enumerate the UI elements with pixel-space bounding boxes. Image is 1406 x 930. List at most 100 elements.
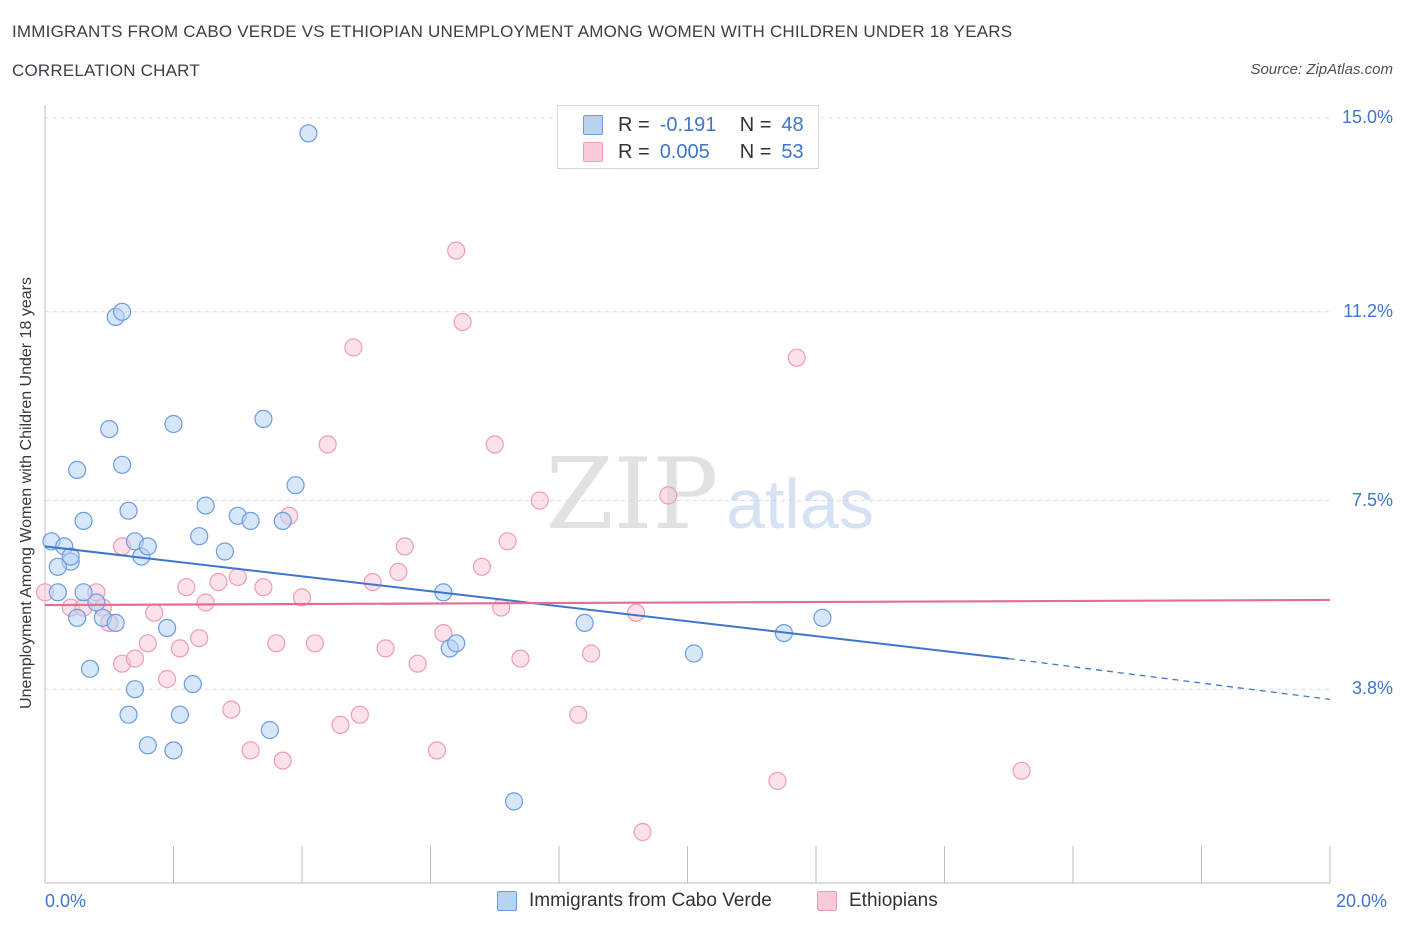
trend-line-cabo-verde-extension <box>1008 657 1331 701</box>
point-cabo-verde <box>575 613 594 633</box>
watermark-atlas: atlas <box>726 465 874 543</box>
point-ethiopians <box>485 435 504 454</box>
point-cabo-verde <box>196 496 215 515</box>
point-cabo-verde <box>260 720 279 740</box>
legend-label: Immigrants from Cabo Verde <box>529 890 772 911</box>
point-ethiopians <box>138 634 157 653</box>
point-ethiopians <box>254 578 273 597</box>
series-cabo-verde <box>42 124 832 811</box>
watermark: ZIP atlas <box>546 438 874 552</box>
x-tick-label-min: 0.0% <box>45 891 87 911</box>
y-tick-label: 11.2% <box>1343 300 1393 321</box>
point-ethiopians <box>492 598 511 617</box>
point-cabo-verde <box>190 527 209 546</box>
legend-swatch-blue <box>497 891 517 911</box>
axes <box>44 105 1331 884</box>
point-cabo-verde <box>813 608 832 627</box>
point-cabo-verde <box>74 511 93 531</box>
point-ethiopians <box>292 588 312 607</box>
point-ethiopians <box>222 700 241 719</box>
point-ethiopians <box>196 593 215 612</box>
point-cabo-verde <box>119 501 138 520</box>
legend-item-ethiopians: Ethiopians <box>817 890 938 912</box>
point-ethiopians <box>389 562 408 582</box>
point-cabo-verde <box>170 705 190 724</box>
point-ethiopians <box>582 644 601 663</box>
point-ethiopians <box>376 639 395 658</box>
legend-swatch-pink <box>817 891 837 911</box>
point-ethiopians <box>170 639 190 658</box>
point-ethiopians <box>273 751 292 770</box>
point-ethiopians <box>453 312 472 332</box>
point-cabo-verde <box>119 705 138 724</box>
point-cabo-verde <box>112 455 132 474</box>
trend-line-ethiopians <box>44 598 1331 607</box>
point-cabo-verde <box>215 542 234 561</box>
point-ethiopians <box>408 654 427 673</box>
point-ethiopians <box>659 486 678 505</box>
source-label: Source: ZipAtlas.com <box>1250 61 1393 78</box>
y-tick-label: 7.5% <box>1351 489 1393 510</box>
point-ethiopians <box>530 491 549 510</box>
point-cabo-verde <box>164 741 183 760</box>
point-ethiopians <box>363 572 382 592</box>
point-ethiopians <box>472 557 491 576</box>
point-ethiopians <box>498 532 517 551</box>
point-ethiopians <box>241 741 260 760</box>
point-cabo-verde <box>504 792 524 811</box>
point-ethiopians <box>569 705 588 724</box>
point-ethiopians <box>511 649 530 668</box>
point-ethiopians <box>350 705 369 724</box>
y-tick-label: 3.8% <box>1351 678 1393 699</box>
point-ethiopians <box>626 603 646 622</box>
point-cabo-verde <box>241 511 260 531</box>
x-tick-label-max: 20.0% <box>1336 891 1388 911</box>
point-cabo-verde <box>447 634 466 653</box>
chart-title: IMMIGRANTS FROM CABO VERDE VS ETHIOPIAN … <box>12 22 1013 41</box>
point-cabo-verde <box>68 460 87 479</box>
stats-row-cabo-verde: R = -0.191 N = 48 <box>583 112 804 138</box>
point-ethiopians <box>209 572 228 592</box>
point-cabo-verde <box>138 537 157 556</box>
point-cabo-verde <box>138 736 157 755</box>
point-cabo-verde <box>286 476 305 495</box>
point-ethiopians <box>344 338 363 357</box>
point-cabo-verde <box>112 302 132 321</box>
r-value: 0.005 <box>659 140 710 163</box>
point-ethiopians <box>633 822 652 842</box>
n-label: N = <box>739 140 772 163</box>
r-value: -0.191 <box>659 113 717 136</box>
series-legend: Immigrants from Cabo Verde Ethiopians <box>0 890 1406 916</box>
n-value: 53 <box>781 140 804 163</box>
point-ethiopians <box>157 669 177 689</box>
point-ethiopians <box>1012 761 1031 780</box>
r-label: R = <box>618 113 650 136</box>
point-ethiopians <box>318 435 337 454</box>
point-ethiopians <box>447 241 466 260</box>
point-ethiopians <box>190 629 209 648</box>
point-cabo-verde <box>100 420 119 439</box>
point-cabo-verde <box>299 124 318 143</box>
point-ethiopians <box>434 623 453 643</box>
point-cabo-verde <box>125 680 145 699</box>
point-ethiopians <box>145 603 164 622</box>
point-cabo-verde <box>183 674 202 694</box>
point-ethiopians <box>305 634 324 653</box>
point-cabo-verde <box>48 557 67 576</box>
y-tick-label: 15.0% <box>1341 107 1393 127</box>
point-cabo-verde <box>80 659 100 678</box>
legend-label: Ethiopians <box>849 890 938 911</box>
point-cabo-verde <box>106 613 125 633</box>
point-cabo-verde <box>68 608 87 627</box>
chart-subtitle: CORRELATION CHART <box>12 61 200 80</box>
legend-swatch-pink <box>583 142 603 162</box>
point-ethiopians <box>787 348 806 367</box>
point-cabo-verde <box>87 593 106 612</box>
point-ethiopians <box>768 771 787 791</box>
series-ethiopians <box>35 241 1031 842</box>
point-ethiopians <box>331 715 350 735</box>
n-value: 48 <box>781 113 804 136</box>
point-ethiopians <box>427 741 447 760</box>
point-cabo-verde <box>273 511 292 531</box>
